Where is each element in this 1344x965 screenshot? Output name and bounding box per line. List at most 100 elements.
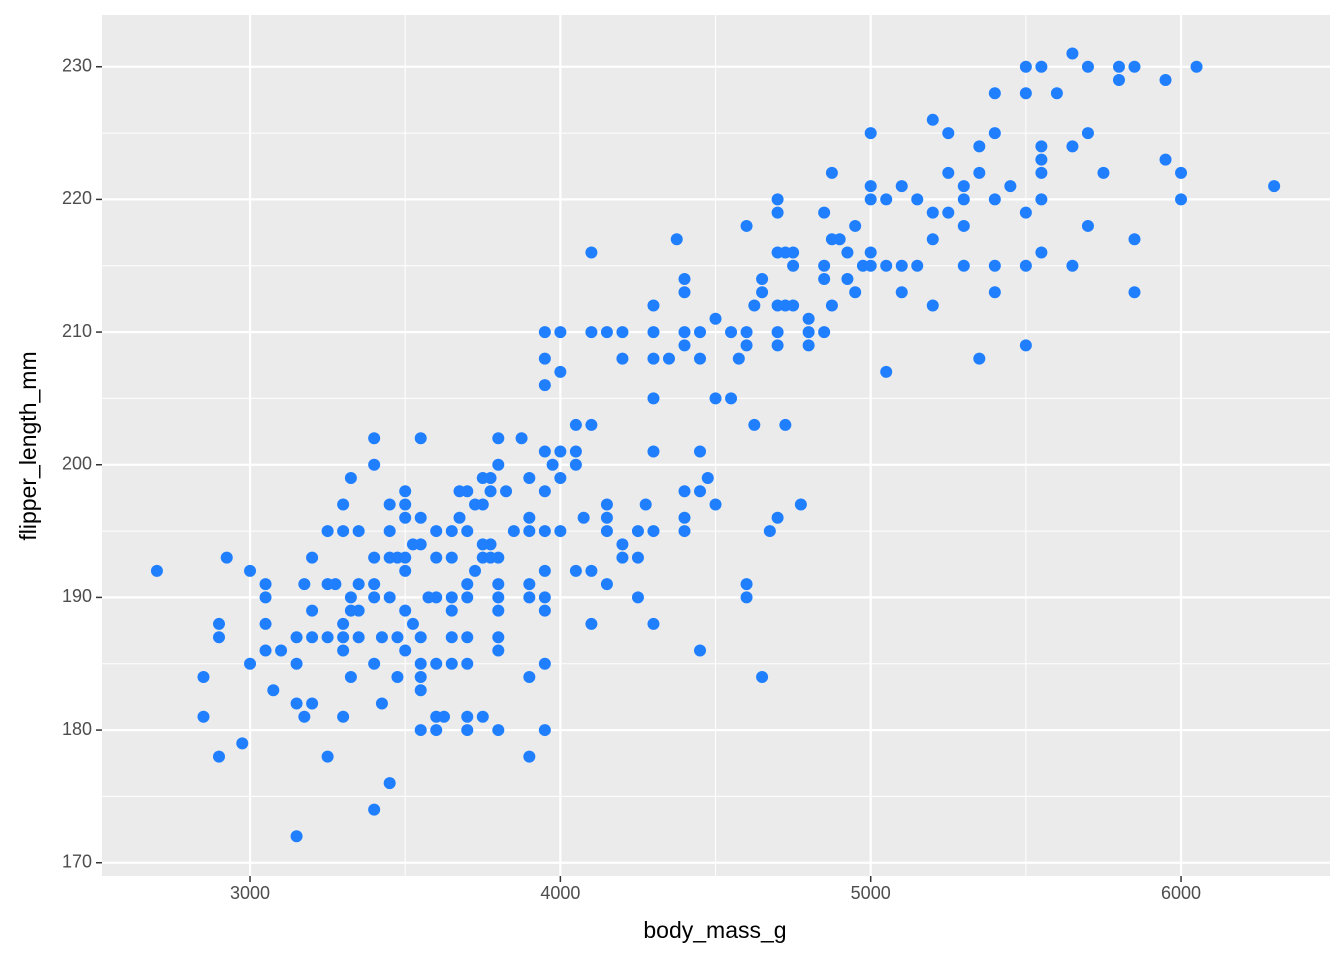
point <box>880 259 893 272</box>
point <box>1190 60 1203 73</box>
point <box>926 206 939 219</box>
point <box>523 472 536 485</box>
point <box>988 87 1001 100</box>
point <box>1268 180 1281 193</box>
x-tick-label: 6000 <box>1161 883 1201 903</box>
point <box>430 724 443 737</box>
point <box>616 538 629 551</box>
point <box>794 498 807 511</box>
point <box>197 710 210 723</box>
point <box>973 352 986 365</box>
point <box>399 551 412 564</box>
point <box>771 206 784 219</box>
point <box>352 525 365 538</box>
point <box>670 233 683 246</box>
point <box>647 445 660 458</box>
point <box>1081 60 1094 73</box>
point <box>585 418 598 431</box>
point <box>492 578 505 591</box>
point <box>864 180 877 193</box>
point <box>321 631 334 644</box>
point <box>368 591 381 604</box>
point <box>1019 87 1032 100</box>
point <box>298 710 311 723</box>
point <box>662 352 675 365</box>
point <box>399 498 412 511</box>
point <box>818 259 831 272</box>
point <box>538 604 551 617</box>
point <box>1050 87 1063 100</box>
point <box>391 631 404 644</box>
point <box>569 418 582 431</box>
point <box>538 591 551 604</box>
point <box>1019 259 1032 272</box>
y-tick-label: 190 <box>62 586 92 606</box>
point <box>926 233 939 246</box>
point <box>585 246 598 259</box>
point <box>942 127 955 140</box>
point <box>1097 166 1110 179</box>
point <box>694 485 707 498</box>
point <box>732 352 745 365</box>
point <box>414 511 427 524</box>
point <box>600 525 613 538</box>
point <box>492 458 505 471</box>
point <box>678 286 691 299</box>
point <box>600 511 613 524</box>
point <box>569 458 582 471</box>
point <box>445 657 458 670</box>
point <box>1035 193 1048 206</box>
point <box>492 432 505 445</box>
point <box>344 671 357 684</box>
point <box>895 259 908 272</box>
point <box>694 326 707 339</box>
point <box>414 684 427 697</box>
point <box>306 604 319 617</box>
point <box>523 591 536 604</box>
y-tick-label: 220 <box>62 188 92 208</box>
point <box>523 511 536 524</box>
point <box>453 511 466 524</box>
point <box>414 432 427 445</box>
point <box>476 498 489 511</box>
point <box>779 418 792 431</box>
point <box>368 803 381 816</box>
point <box>1159 74 1172 87</box>
point <box>337 525 350 538</box>
point <box>414 671 427 684</box>
point <box>647 392 660 405</box>
point <box>802 339 815 352</box>
point <box>492 724 505 737</box>
point <box>756 273 769 286</box>
point <box>678 485 691 498</box>
point <box>554 445 567 458</box>
point <box>1112 74 1125 87</box>
point <box>787 259 800 272</box>
point <box>430 657 443 670</box>
point <box>267 684 280 697</box>
point <box>1035 140 1048 153</box>
point <box>740 339 753 352</box>
point <box>554 525 567 538</box>
point <box>748 299 761 312</box>
point <box>523 525 536 538</box>
point <box>678 525 691 538</box>
y-tick-label: 210 <box>62 321 92 341</box>
point <box>469 564 482 577</box>
point <box>383 591 396 604</box>
point <box>430 525 443 538</box>
point <box>383 777 396 790</box>
point <box>926 113 939 126</box>
point <box>461 591 474 604</box>
point <box>344 472 357 485</box>
point <box>352 578 365 591</box>
point <box>414 538 427 551</box>
point <box>437 710 450 723</box>
point <box>445 525 458 538</box>
x-tick-label: 3000 <box>230 883 270 903</box>
point <box>492 551 505 564</box>
point <box>492 604 505 617</box>
point <box>600 578 613 591</box>
point <box>352 631 365 644</box>
point <box>445 551 458 564</box>
